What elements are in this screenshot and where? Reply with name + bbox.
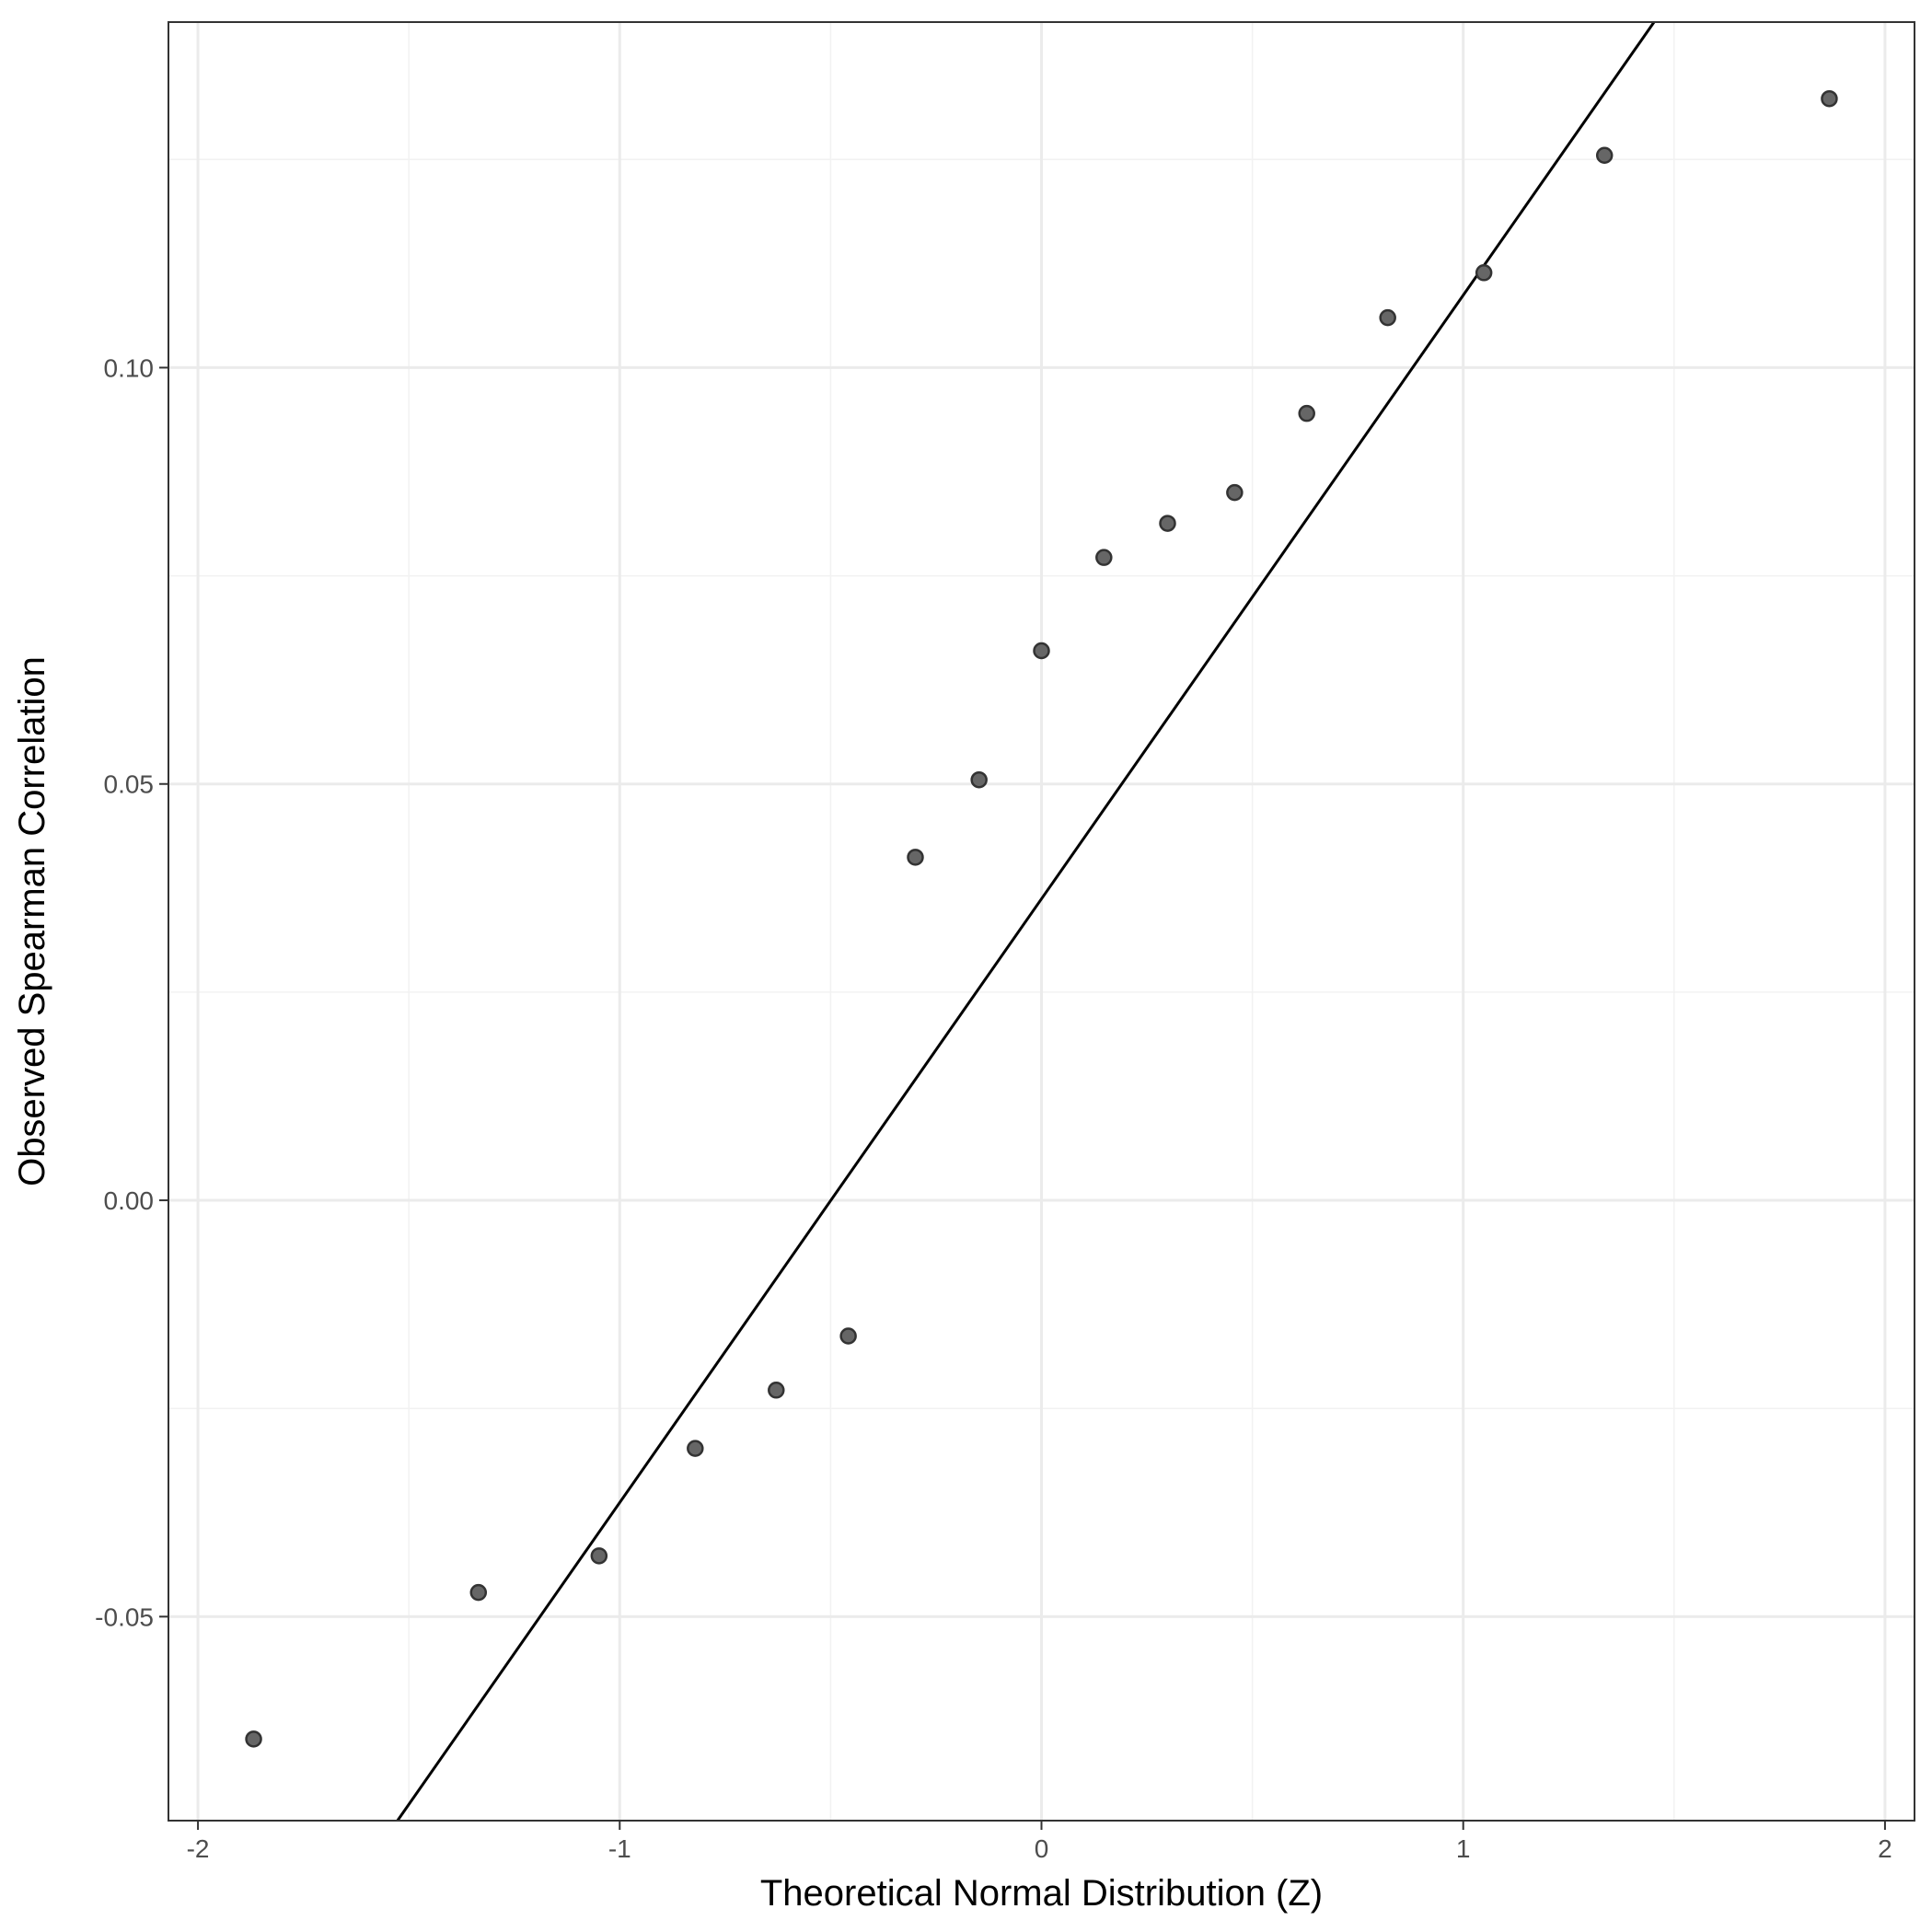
data-point (1226, 483, 1244, 502)
data-point (1379, 308, 1396, 327)
data-point (1033, 642, 1050, 660)
data-points (245, 89, 1838, 1748)
data-point (768, 1382, 785, 1399)
y-axis-ticks: -0.05 0.00 0.05 0.10 (95, 353, 168, 1631)
x-tick-label: 1 (1456, 1834, 1471, 1863)
y-axis-title: Observed Spearman Correlation (12, 656, 52, 1186)
major-gridlines (168, 22, 1915, 1821)
reference-line-group (396, 21, 1656, 1822)
data-point (839, 1327, 857, 1345)
x-axis-ticks: -2 -1 0 1 2 (187, 1821, 1892, 1863)
data-point (1595, 146, 1614, 164)
y-tick-label: 0.00 (104, 1186, 155, 1215)
data-point (1095, 549, 1113, 566)
data-point (970, 770, 988, 789)
data-point (590, 1547, 608, 1565)
x-tick-label: 2 (1878, 1834, 1892, 1863)
x-axis-title: Theoretical Normal Distribution (Z) (760, 1873, 1323, 1914)
reference-line (396, 21, 1656, 1822)
data-point (1475, 264, 1493, 282)
y-tick-label: 0.10 (104, 353, 155, 382)
x-tick-label: 0 (1035, 1834, 1049, 1863)
y-tick-label: 0.05 (104, 770, 155, 799)
data-point (1159, 515, 1176, 532)
y-tick-label: -0.05 (95, 1602, 154, 1631)
data-point (1821, 89, 1838, 108)
data-point (245, 1730, 262, 1748)
data-point (1298, 404, 1315, 422)
data-point (907, 849, 924, 866)
data-point (687, 1440, 704, 1457)
data-point (469, 1583, 488, 1602)
x-tick-label: -2 (187, 1834, 210, 1863)
x-tick-label: -1 (608, 1834, 631, 1863)
